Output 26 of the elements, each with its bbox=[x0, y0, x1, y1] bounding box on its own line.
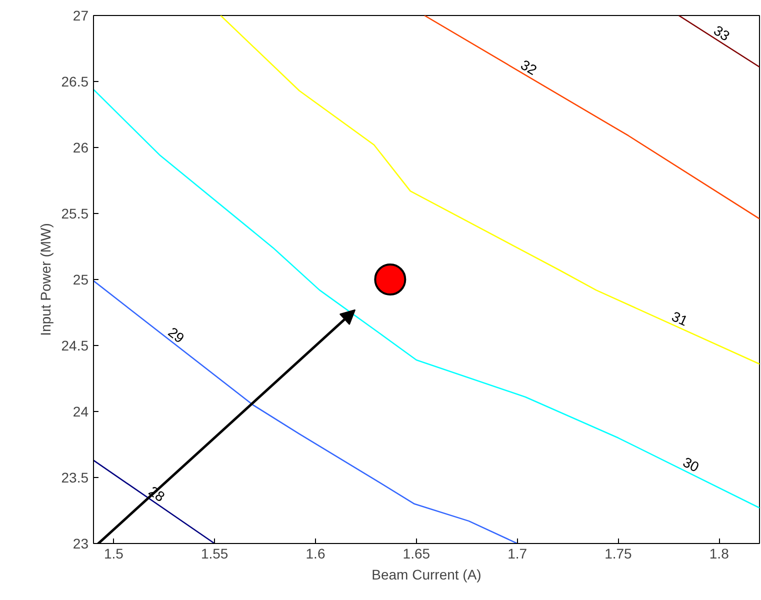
x-axis-title: Beam Current (A) bbox=[372, 566, 482, 582]
text: 30 bbox=[680, 454, 702, 476]
y-tick-label: 23.5 bbox=[61, 470, 89, 486]
x-tick-label: 1.55 bbox=[200, 546, 228, 562]
line-series bbox=[94, 88, 760, 509]
text: 32 bbox=[518, 56, 540, 78]
x-tick-label: 1.6 bbox=[306, 546, 326, 562]
x-tick-label: 1.5 bbox=[104, 546, 124, 562]
line-series bbox=[220, 16, 760, 365]
x-tick-label: 1.8 bbox=[709, 546, 730, 562]
y-tick-label: 25.5 bbox=[61, 206, 89, 222]
x-tick-label: 1.7 bbox=[508, 546, 528, 562]
y-tick-label: 27 bbox=[72, 8, 89, 24]
y-axis-title: Input Power (MW) bbox=[37, 223, 54, 336]
line-series bbox=[94, 280, 518, 544]
y-tick-label: 25 bbox=[72, 272, 89, 288]
text: 29 bbox=[165, 324, 188, 346]
x-tick-label: 1.65 bbox=[402, 546, 430, 562]
text: 33 bbox=[710, 22, 733, 44]
y-tick-label: 26.5 bbox=[61, 74, 89, 90]
y-tick-label: 26 bbox=[72, 140, 89, 156]
text: 31 bbox=[669, 308, 690, 330]
y-tick-label: 24.5 bbox=[61, 338, 89, 354]
y-tick-label: 24 bbox=[72, 404, 89, 420]
y-tick-label: 23 bbox=[72, 536, 89, 552]
x-tick-label: 1.75 bbox=[604, 546, 632, 562]
